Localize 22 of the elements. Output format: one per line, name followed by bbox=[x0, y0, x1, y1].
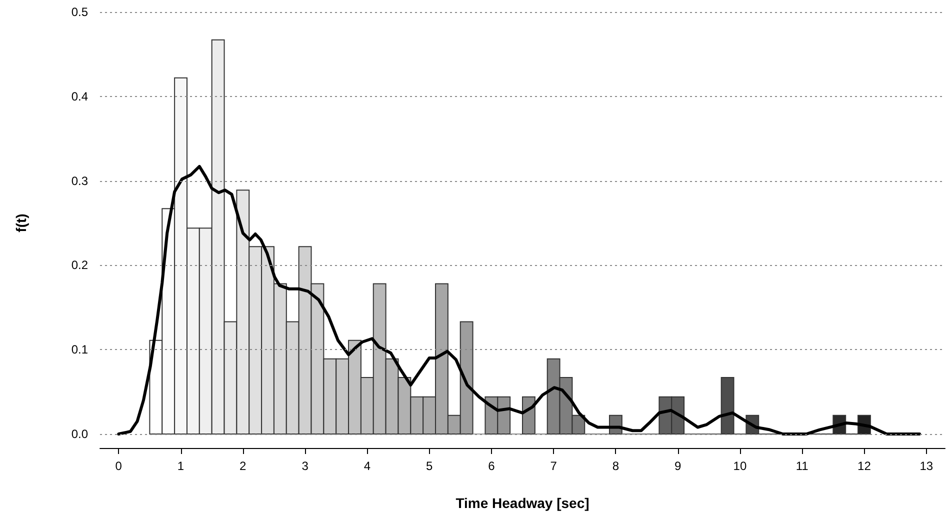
x-tick-label: 3 bbox=[302, 459, 309, 473]
x-tick-label: 12 bbox=[858, 459, 872, 473]
x-tick-label: 0 bbox=[115, 459, 122, 473]
x-tick-label: 7 bbox=[550, 459, 558, 473]
y-tick-label: 0.1 bbox=[71, 342, 88, 357]
x-tick-label: 6 bbox=[488, 459, 496, 473]
y-tick-label: 0.0 bbox=[71, 427, 88, 441]
x-tick-label: 4 bbox=[364, 459, 371, 473]
x-tick-label: 11 bbox=[796, 459, 809, 473]
y-tick-label: 0.5 bbox=[71, 5, 88, 19]
x-tick-label: 8 bbox=[612, 459, 620, 473]
x-tick-label: 13 bbox=[920, 459, 934, 473]
x-tick-label: 9 bbox=[674, 459, 682, 473]
x-axis-title: Time Headway [sec] bbox=[456, 495, 590, 511]
x-tick-label: 2 bbox=[240, 459, 247, 473]
y-axis-title: f(t) bbox=[13, 214, 29, 232]
x-tick-label: 10 bbox=[733, 459, 747, 473]
x-tick-label: 5 bbox=[426, 459, 433, 473]
y-tick-label: 0.3 bbox=[71, 174, 88, 188]
y-tick-label: 0.4 bbox=[71, 89, 88, 104]
y-tick-label: 0.2 bbox=[71, 258, 88, 272]
x-tick-label: 1 bbox=[177, 459, 184, 473]
